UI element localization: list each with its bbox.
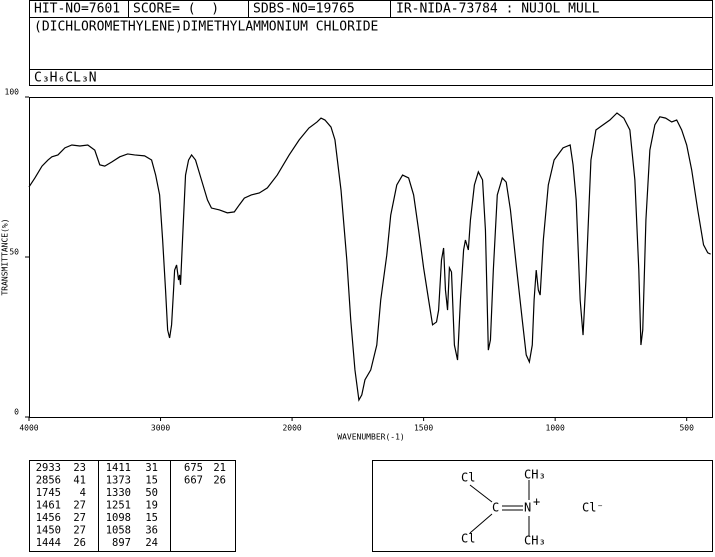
peak-table-frame	[29, 460, 236, 552]
peak-transmittance: 27	[73, 512, 86, 524]
header-box	[29, 0, 713, 86]
peak-wavenumber: 2856	[36, 475, 61, 487]
y-tick-label: 100	[5, 88, 20, 97]
peak-transmittance: 21	[213, 462, 226, 474]
peak-wavenumber: 1456	[36, 512, 61, 524]
peak-wavenumber: 1745	[36, 487, 61, 499]
y-tick-label: 50	[9, 248, 19, 257]
x-tick-label: 500	[679, 424, 694, 433]
peak-transmittance: 50	[145, 487, 158, 499]
peak-wavenumber: 1450	[36, 525, 61, 537]
peak-transmittance: 31	[145, 462, 158, 474]
peak-transmittance: 19	[145, 500, 158, 512]
peak-transmittance: 41	[73, 475, 86, 487]
formula: C₃H₆CL₃N	[34, 71, 97, 86]
spectrum-line	[28, 112, 711, 402]
bond	[469, 513, 493, 534]
plot-frame	[29, 97, 713, 418]
peak-wavenumber: 1330	[106, 487, 131, 499]
x-tick-label: 2000	[282, 424, 301, 433]
compound-name: (DICHLOROMETHYLENE)DIMETHYLAMMONIUM CHLO…	[34, 20, 378, 35]
y-tick-label: 0	[14, 408, 19, 417]
peak-transmittance: 4	[80, 487, 86, 499]
peak-transmittance: 15	[145, 475, 158, 487]
peak-wavenumber: 1461	[36, 500, 61, 512]
peak-transmittance: 23	[73, 462, 86, 474]
plot: 4000 3000 2000 1500 1000 500 0 50 100 WAVENUMBER(…	[1, 88, 713, 442]
charge: +	[533, 495, 540, 509]
sdbs-no: SDBS-NO=19765	[253, 2, 355, 17]
peak-wavenumber: 1251	[106, 500, 131, 512]
atom: CH₃	[524, 534, 546, 548]
header-frame	[29, 0, 713, 86]
peak-wavenumber: 2933	[36, 462, 61, 474]
x-tick-label: 1500	[414, 424, 433, 433]
y-axis-label: TRANSMITTANCE(%)	[1, 218, 10, 295]
peak-table: 2933 23 2856 41 1745 4 1461 27 1456 27 1450 27 1444 2…	[36, 462, 226, 549]
x-tick-label: 1000	[546, 424, 565, 433]
peak-wavenumber: 675	[184, 462, 203, 474]
peak-wavenumber: 1098	[106, 512, 131, 524]
peak-wavenumber: 897	[112, 537, 131, 549]
peak-transmittance: 24	[145, 537, 158, 549]
peak-transmittance: 26	[213, 475, 226, 487]
atom: Cl	[461, 471, 475, 485]
bond	[469, 484, 493, 503]
peak-transmittance: 27	[73, 525, 86, 537]
atom: C	[492, 501, 499, 515]
peak-transmittance: 15	[145, 512, 158, 524]
structure-frame	[372, 460, 713, 552]
peak-transmittance: 27	[73, 500, 86, 512]
peak-wavenumber: 1444	[36, 537, 61, 549]
structure	[469, 480, 530, 536]
peak-wavenumber: 1373	[106, 475, 131, 487]
atom: N	[524, 501, 531, 515]
peak-wavenumber: 1411	[106, 462, 131, 474]
peak-transmittance: 26	[73, 537, 86, 549]
x-tick-label: 4000	[19, 424, 38, 433]
score: SCORE= ( )	[133, 2, 219, 17]
x-tick-label: 3000	[151, 424, 170, 433]
peak-wavenumber: 1058	[106, 525, 131, 537]
counterion: Cl⁻	[582, 501, 604, 515]
atom: CH₃	[524, 468, 546, 482]
atom: Cl	[461, 532, 475, 546]
hit-no: HIT-NO=7601	[34, 2, 120, 17]
peak-transmittance: 36	[145, 525, 158, 537]
method: IR-NIDA-73784 : NUJOL MULL	[396, 2, 600, 17]
x-axis-label: WAVENUMBER(-1)	[337, 433, 404, 442]
peak-wavenumber: 667	[184, 475, 203, 487]
